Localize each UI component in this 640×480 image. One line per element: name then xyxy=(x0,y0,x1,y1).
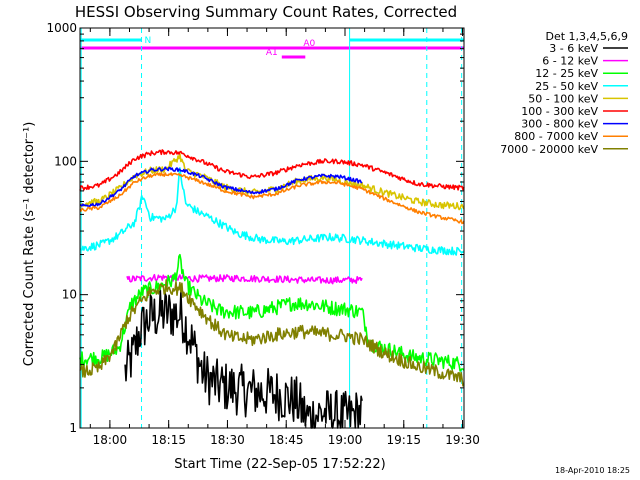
series-line xyxy=(79,149,465,191)
series-line xyxy=(79,253,465,372)
x-tick-label: 19:15 xyxy=(386,433,421,447)
x-tick-label: 19:00 xyxy=(328,433,363,447)
series-line xyxy=(79,172,465,225)
legend-label: 50 - 100 keV xyxy=(528,92,598,105)
legend-label: 800 - 7000 keV xyxy=(514,130,598,143)
x-tick-label: 18:45 xyxy=(269,433,304,447)
y-tick-label: 10 xyxy=(62,288,77,302)
axes-frame xyxy=(79,27,465,429)
legend-label: 6 - 12 keV xyxy=(542,55,598,68)
x-tick-label: 18:15 xyxy=(151,433,186,447)
series-line xyxy=(79,167,465,256)
x-tick-label: 18:00 xyxy=(93,433,128,447)
legend-label: 12 - 25 keV xyxy=(535,67,598,80)
y-tick-label: 1 xyxy=(69,421,77,435)
night-bar-label: N xyxy=(145,36,152,46)
legend-label: 100 - 300 keV xyxy=(521,105,598,118)
legend-label: 3 - 6 keV xyxy=(549,42,598,55)
status-bars: N A0 A1 xyxy=(80,36,464,59)
legend-label: 300 - 800 keV xyxy=(521,118,598,131)
series-line xyxy=(79,166,363,208)
y-tick-label: 100 xyxy=(54,154,77,168)
x-tick-label: 18:30 xyxy=(210,433,245,447)
series-line xyxy=(79,279,465,387)
footer-date: 18-Apr-2010 18:25 xyxy=(555,466,630,475)
attenuator-bar-label: A1 xyxy=(266,48,278,58)
chart-title: HESSI Observing Summary Count Rates, Cor… xyxy=(75,3,457,21)
attenuator-bar-label: A0 xyxy=(303,39,315,49)
series-line xyxy=(79,153,465,211)
y-axis-label: Corrected Count Rate (s⁻¹ detector⁻¹) xyxy=(22,122,37,367)
legend-title: Det 1,3,4,5,6,9 xyxy=(545,30,628,43)
series-line xyxy=(126,273,363,285)
series-line xyxy=(124,288,363,429)
legend-label: 25 - 50 keV xyxy=(535,80,598,93)
y-tick-label: 1000 xyxy=(46,21,77,35)
series-layer xyxy=(79,149,465,429)
x-axis-label: Start Time (22-Sep-05 17:52:22) xyxy=(174,457,385,472)
axes: 1 10 100 1000 18:00 18:15 18:30 18:45 19:00 19:15… xyxy=(46,21,479,447)
legend-label: 7000 - 20000 keV xyxy=(500,143,598,156)
x-tick-label: 19:30 xyxy=(445,433,480,447)
